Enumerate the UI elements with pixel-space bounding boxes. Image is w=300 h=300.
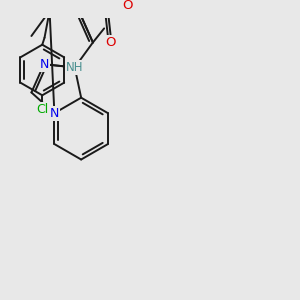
Text: NH: NH (66, 61, 83, 74)
Text: O: O (105, 36, 116, 49)
Text: N: N (39, 58, 49, 71)
Text: N: N (50, 106, 59, 120)
Text: O: O (122, 0, 133, 12)
Text: Cl: Cl (36, 103, 48, 116)
